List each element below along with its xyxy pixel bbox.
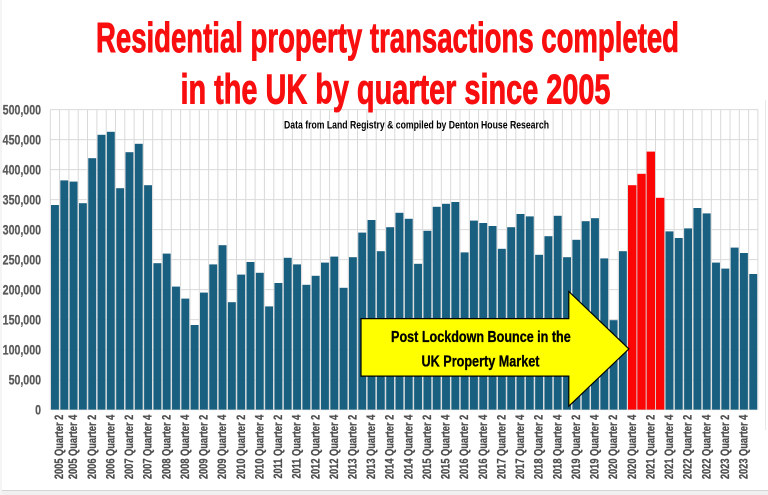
svg-text:2020 Quarter 4: 2020 Quarter 4 bbox=[626, 415, 639, 480]
svg-text:300,000: 300,000 bbox=[3, 222, 42, 238]
svg-text:2012 Quarter 2: 2012 Quarter 2 bbox=[309, 415, 322, 480]
svg-text:2023 Quarter 2: 2023 Quarter 2 bbox=[719, 415, 732, 480]
svg-text:2017 Quarter 2: 2017 Quarter 2 bbox=[496, 415, 509, 480]
svg-text:100,000: 100,000 bbox=[3, 342, 42, 358]
svg-text:150,000: 150,000 bbox=[3, 312, 42, 328]
svg-text:2016 Quarter 4: 2016 Quarter 4 bbox=[477, 415, 490, 480]
svg-text:2007 Quarter 2: 2007 Quarter 2 bbox=[123, 415, 136, 480]
svg-text:2015 Quarter 2: 2015 Quarter 2 bbox=[421, 415, 434, 480]
svg-text:2014 Quarter 2: 2014 Quarter 2 bbox=[384, 415, 397, 480]
svg-text:2008 Quarter 4: 2008 Quarter 4 bbox=[179, 415, 192, 480]
svg-text:2018 Quarter 2: 2018 Quarter 2 bbox=[533, 415, 546, 480]
svg-text:2018 Quarter 4: 2018 Quarter 4 bbox=[551, 415, 564, 480]
svg-text:2020 Quarter 2: 2020 Quarter 2 bbox=[607, 415, 620, 480]
svg-text:2019 Quarter 2: 2019 Quarter 2 bbox=[570, 415, 583, 480]
svg-text:UK Property Market: UK Property Market bbox=[422, 353, 540, 370]
svg-text:2021 Quarter 4: 2021 Quarter 4 bbox=[663, 415, 676, 480]
svg-text:2014 Quarter 4: 2014 Quarter 4 bbox=[402, 415, 415, 480]
svg-text:2009 Quarter 4: 2009 Quarter 4 bbox=[216, 415, 229, 480]
svg-text:0: 0 bbox=[35, 402, 41, 418]
svg-text:2005 Quarter 4: 2005 Quarter 4 bbox=[67, 415, 80, 480]
svg-text:2017 Quarter 4: 2017 Quarter 4 bbox=[514, 415, 527, 480]
svg-text:200,000: 200,000 bbox=[3, 282, 42, 298]
svg-text:2013 Quarter 4: 2013 Quarter 4 bbox=[365, 415, 378, 480]
svg-text:2010 Quarter 4: 2010 Quarter 4 bbox=[253, 415, 266, 480]
svg-text:2009 Quarter 2: 2009 Quarter 2 bbox=[198, 415, 211, 480]
svg-text:50,000: 50,000 bbox=[9, 372, 42, 388]
svg-text:in the UK by quarter since 200: in the UK by quarter since 2005 bbox=[181, 66, 611, 113]
svg-text:2012 Quarter 4: 2012 Quarter 4 bbox=[328, 415, 341, 480]
svg-text:2022 Quarter 4: 2022 Quarter 4 bbox=[700, 415, 713, 480]
svg-text:2007 Quarter 4: 2007 Quarter 4 bbox=[142, 415, 155, 480]
svg-text:2013 Quarter 2: 2013 Quarter 2 bbox=[347, 415, 360, 480]
svg-text:2006 Quarter 2: 2006 Quarter 2 bbox=[86, 415, 99, 480]
svg-text:Residential property transacti: Residential property transactions comple… bbox=[96, 14, 679, 61]
svg-text:Post Lockdown Bounce in the: Post Lockdown Bounce in the bbox=[391, 329, 571, 346]
svg-text:500,000: 500,000 bbox=[3, 102, 42, 118]
svg-text:2019 Quarter 4: 2019 Quarter 4 bbox=[589, 415, 602, 480]
svg-text:400,000: 400,000 bbox=[3, 162, 42, 178]
svg-text:2022 Quarter 2: 2022 Quarter 2 bbox=[682, 415, 695, 480]
svg-text:2023 Quarter 4: 2023 Quarter 4 bbox=[738, 415, 751, 480]
svg-text:2015 Quarter 4: 2015 Quarter 4 bbox=[440, 415, 453, 480]
svg-text:2008 Quarter 2: 2008 Quarter 2 bbox=[160, 415, 173, 480]
svg-text:2011 Quarter 2: 2011 Quarter 2 bbox=[272, 415, 285, 479]
svg-text:350,000: 350,000 bbox=[3, 192, 42, 208]
svg-text:2016 Quarter 2: 2016 Quarter 2 bbox=[458, 415, 471, 480]
svg-text:2011 Quarter 4: 2011 Quarter 4 bbox=[291, 415, 304, 479]
svg-text:Data from Land Registry & comp: Data from Land Registry & compiled by De… bbox=[284, 120, 549, 132]
svg-text:450,000: 450,000 bbox=[3, 132, 42, 148]
svg-text:2021 Quarter 2: 2021 Quarter 2 bbox=[644, 415, 657, 480]
svg-text:2005 Quarter 2: 2005 Quarter 2 bbox=[53, 415, 66, 480]
svg-text:2006 Quarter 4: 2006 Quarter 4 bbox=[104, 415, 117, 480]
svg-text:2010 Quarter 2: 2010 Quarter 2 bbox=[235, 415, 248, 480]
svg-text:250,000: 250,000 bbox=[3, 252, 42, 268]
